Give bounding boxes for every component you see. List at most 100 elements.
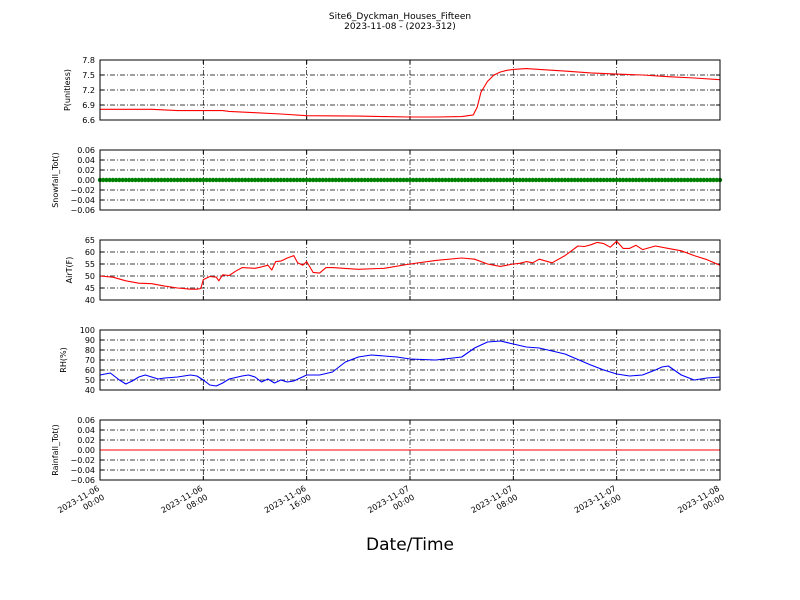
y-tick-label: 0.04 bbox=[77, 426, 95, 435]
data-point bbox=[236, 177, 242, 183]
data-point bbox=[320, 177, 326, 183]
y-tick-label: −0.04 bbox=[70, 466, 95, 475]
data-point bbox=[630, 177, 636, 183]
y-tick-label: 6.6 bbox=[82, 116, 95, 125]
data-point bbox=[643, 177, 648, 183]
data-point bbox=[633, 177, 639, 183]
data-point bbox=[401, 177, 406, 183]
plot-frame bbox=[99, 59, 721, 121]
data-point bbox=[443, 177, 448, 183]
y-tick-label: −0.06 bbox=[70, 206, 95, 215]
data-point bbox=[378, 177, 384, 183]
data-point bbox=[178, 177, 183, 183]
data-point bbox=[456, 177, 461, 183]
y-tick-label: 0.06 bbox=[77, 416, 95, 425]
y-tick-label: 65 bbox=[85, 236, 95, 245]
data-point bbox=[682, 177, 687, 183]
data-point bbox=[453, 177, 458, 183]
data-point bbox=[520, 177, 526, 183]
data-point bbox=[524, 177, 529, 183]
data-point bbox=[204, 177, 209, 183]
y-tick-label: 0.02 bbox=[77, 166, 95, 175]
data-point bbox=[262, 177, 267, 183]
data-point bbox=[549, 177, 555, 183]
data-point bbox=[278, 177, 284, 183]
data-point bbox=[126, 177, 132, 183]
data-point bbox=[562, 177, 568, 183]
data-point bbox=[143, 177, 148, 183]
data-point bbox=[553, 177, 558, 183]
series-line-rh bbox=[99, 340, 721, 387]
data-point bbox=[165, 177, 171, 183]
data-point bbox=[152, 177, 158, 183]
data-point bbox=[637, 177, 642, 183]
y-tick-label: 60 bbox=[85, 366, 95, 375]
data-point bbox=[446, 177, 451, 183]
data-point bbox=[217, 177, 222, 183]
data-point bbox=[685, 177, 690, 183]
data-point bbox=[136, 177, 141, 183]
y-tick-label: 40 bbox=[85, 296, 95, 305]
y-tick-label: −0.06 bbox=[70, 476, 95, 485]
panel-snowfall: −0.06−0.04−0.020.000.020.040.06 Snowfall_… bbox=[51, 146, 723, 215]
data-point bbox=[272, 177, 277, 183]
data-point bbox=[640, 177, 645, 183]
figure-subtitle: 2023-11-08 - (2023-312) bbox=[344, 22, 456, 32]
data-point bbox=[494, 177, 500, 183]
plot-frame bbox=[99, 419, 721, 481]
data-point bbox=[246, 177, 251, 183]
data-point bbox=[343, 177, 348, 183]
data-point bbox=[427, 177, 432, 183]
data-point bbox=[601, 177, 606, 183]
y-tick-label: 0.02 bbox=[77, 436, 95, 445]
data-point bbox=[385, 177, 390, 183]
data-point bbox=[391, 177, 397, 183]
data-point bbox=[291, 177, 296, 183]
data-point bbox=[666, 177, 671, 183]
y-tick-label: −0.04 bbox=[70, 196, 95, 205]
data-point bbox=[252, 177, 258, 183]
data-point bbox=[168, 177, 174, 183]
data-point bbox=[482, 177, 487, 183]
data-point bbox=[491, 177, 497, 183]
data-point bbox=[310, 177, 316, 183]
data-point bbox=[139, 177, 145, 183]
data-point bbox=[465, 177, 471, 183]
data-point bbox=[275, 177, 280, 183]
data-point bbox=[604, 177, 610, 183]
data-point bbox=[624, 177, 629, 183]
data-point bbox=[123, 177, 129, 183]
data-point bbox=[656, 177, 661, 183]
data-point bbox=[330, 177, 335, 183]
data-point bbox=[323, 177, 329, 183]
data-point bbox=[507, 177, 513, 183]
data-point bbox=[375, 177, 380, 183]
data-point bbox=[133, 177, 138, 183]
data-point bbox=[130, 177, 135, 183]
data-point bbox=[659, 177, 665, 183]
data-point bbox=[546, 177, 552, 183]
y-tick-label: 90 bbox=[85, 336, 95, 345]
data-point bbox=[356, 177, 361, 183]
data-point bbox=[543, 177, 548, 183]
data-point bbox=[595, 177, 600, 183]
data-point bbox=[162, 177, 167, 183]
data-point bbox=[704, 177, 710, 183]
data-point bbox=[469, 177, 474, 183]
data-point bbox=[188, 177, 193, 183]
data-point bbox=[259, 177, 264, 183]
data-point bbox=[669, 177, 674, 183]
data-point bbox=[327, 177, 332, 183]
data-point bbox=[611, 177, 616, 183]
data-point bbox=[517, 177, 522, 183]
y-tick-label: 7.2 bbox=[82, 86, 95, 95]
data-point bbox=[120, 177, 125, 183]
data-point bbox=[233, 177, 238, 183]
data-point bbox=[304, 177, 309, 183]
series-line-airt bbox=[99, 240, 721, 290]
data-point bbox=[146, 177, 151, 183]
data-point bbox=[620, 177, 626, 183]
data-point bbox=[159, 177, 164, 183]
data-point bbox=[314, 177, 319, 183]
y-tick-label: 100 bbox=[80, 326, 95, 335]
